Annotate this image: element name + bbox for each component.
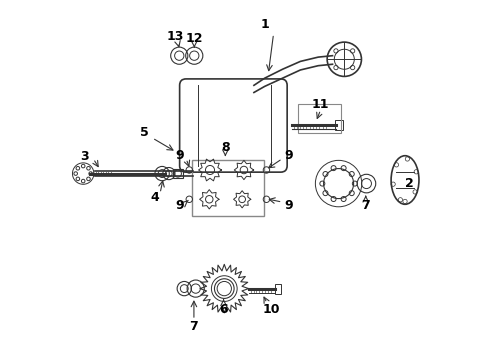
Circle shape — [74, 172, 77, 175]
Circle shape — [349, 171, 354, 176]
Circle shape — [341, 197, 346, 202]
Text: 10: 10 — [263, 303, 281, 316]
Text: 6: 6 — [219, 303, 228, 316]
Circle shape — [331, 197, 336, 202]
Circle shape — [323, 171, 328, 176]
Circle shape — [349, 191, 354, 195]
Circle shape — [89, 172, 93, 175]
Text: 12: 12 — [186, 32, 203, 45]
Text: 11: 11 — [312, 98, 329, 111]
Text: 9: 9 — [284, 149, 293, 162]
Text: 5: 5 — [140, 126, 148, 139]
Circle shape — [87, 177, 90, 181]
Text: 9: 9 — [176, 198, 184, 212]
Circle shape — [81, 179, 85, 183]
Circle shape — [76, 166, 80, 170]
Circle shape — [331, 166, 336, 171]
Circle shape — [320, 181, 325, 186]
Text: 7: 7 — [190, 320, 198, 333]
Text: 13: 13 — [167, 30, 184, 43]
Text: 2: 2 — [405, 177, 414, 190]
Bar — [335, 120, 343, 130]
Circle shape — [87, 166, 90, 170]
Text: 1: 1 — [260, 18, 269, 31]
Text: 4: 4 — [150, 192, 159, 204]
Text: 3: 3 — [81, 150, 89, 163]
Circle shape — [76, 177, 80, 181]
Bar — [192, 160, 264, 216]
Text: 7: 7 — [361, 199, 370, 212]
Circle shape — [341, 166, 346, 171]
Circle shape — [81, 164, 85, 168]
Text: 9: 9 — [176, 149, 184, 162]
Circle shape — [323, 191, 328, 195]
Text: 9: 9 — [284, 198, 293, 212]
Text: 8: 8 — [221, 141, 230, 154]
Circle shape — [352, 181, 357, 186]
Bar — [173, 168, 183, 178]
Bar — [298, 104, 342, 133]
Bar — [275, 284, 281, 294]
